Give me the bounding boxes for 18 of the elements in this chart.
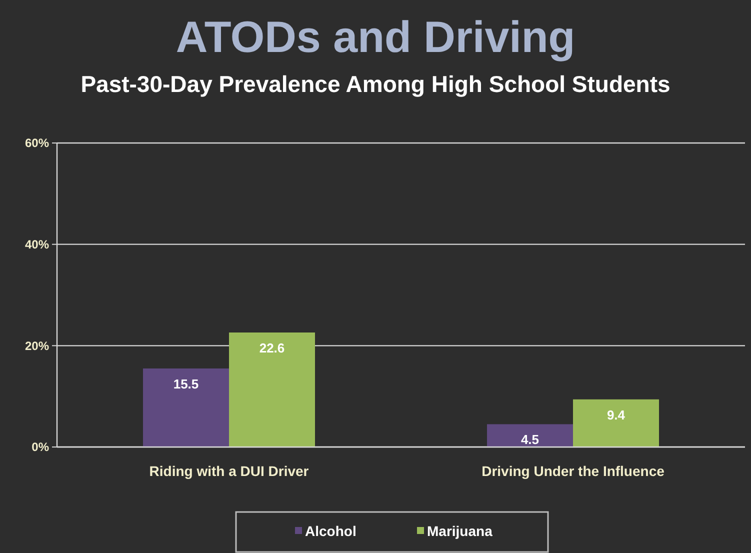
y-tick-label: 40% bbox=[24, 238, 50, 252]
x-tick-label: Riding with a DUI Driver bbox=[149, 463, 310, 479]
chart-title: ATODs and Driving bbox=[176, 13, 576, 62]
bar bbox=[143, 368, 229, 447]
legend-label: Alcohol bbox=[305, 522, 356, 539]
y-tick-label: 60% bbox=[24, 136, 50, 150]
data-label: 9.4 bbox=[606, 407, 626, 422]
data-label: 4.5 bbox=[520, 432, 540, 448]
bar bbox=[229, 332, 315, 447]
data-label: 22.6 bbox=[259, 340, 285, 356]
bar bbox=[487, 424, 573, 447]
y-tick-label: 20% bbox=[24, 338, 50, 353]
y-tick-label: 0% bbox=[32, 440, 50, 454]
legend-label: Marijuana bbox=[427, 522, 493, 539]
data-label: 15.5 bbox=[173, 376, 199, 392]
chart-subtitle: Past-30-Day Prevalence Among High School Students bbox=[80, 71, 670, 97]
bar bbox=[573, 399, 659, 447]
x-tick-label: Driving Under the Influence bbox=[482, 463, 665, 479]
